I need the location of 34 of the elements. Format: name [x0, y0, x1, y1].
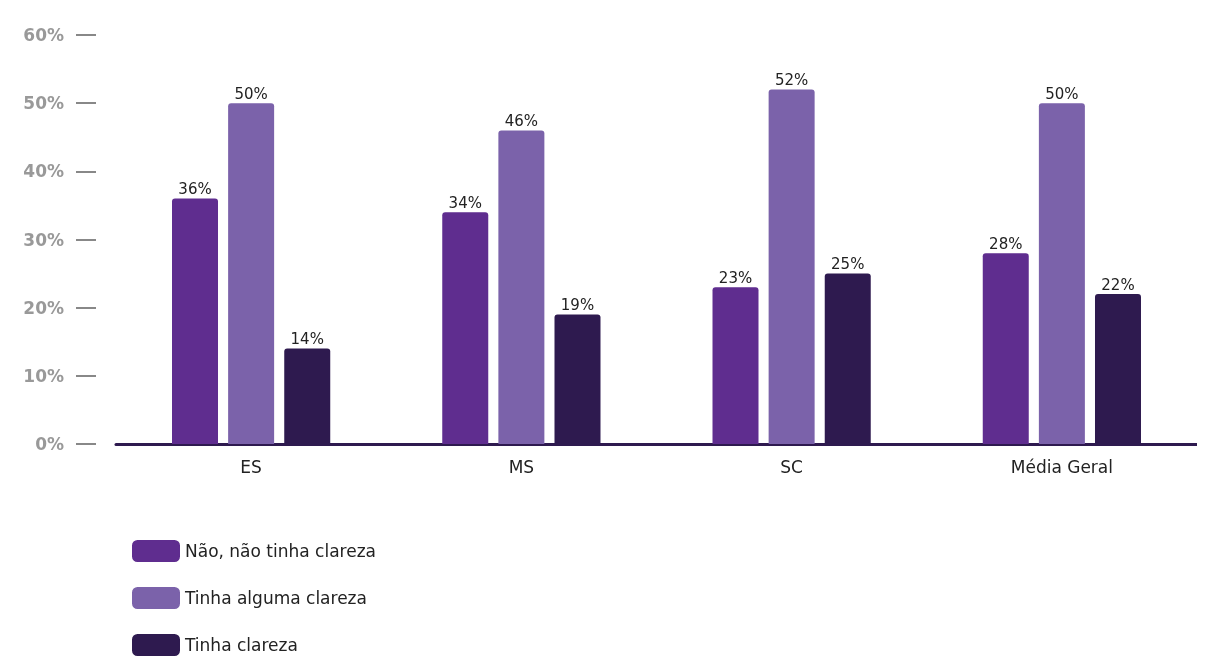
data-label: 46% [504, 111, 539, 130]
bar [172, 198, 219, 444]
legend-label: Tinha alguma clareza [184, 588, 367, 608]
bar [712, 287, 759, 444]
data-label: 19% [560, 295, 595, 314]
y-tick-label: 10% [23, 365, 64, 386]
data-label: 28% [989, 234, 1023, 253]
data-label: 22% [1101, 275, 1135, 294]
y-tick-label: 20% [23, 297, 64, 318]
data-label: 23% [718, 268, 753, 287]
data-label: 34% [448, 193, 482, 212]
y-tick-label: 40% [23, 161, 64, 182]
bar [498, 130, 545, 444]
data-label: 50% [1045, 84, 1079, 103]
bar [228, 103, 275, 444]
y-tick-label: 0% [35, 434, 64, 454]
data-label: 50% [234, 84, 268, 103]
bar [442, 212, 489, 444]
bar [768, 89, 815, 444]
bar [982, 253, 1029, 444]
data-label: 52% [774, 71, 809, 90]
y-tick-label: 60% [23, 25, 64, 45]
y-tick-label: 50% [23, 93, 64, 114]
data-label: 25% [831, 255, 865, 274]
bar [1038, 103, 1085, 444]
x-tick-label: ES [240, 456, 262, 477]
legend-label: Tinha clareza [184, 635, 298, 655]
x-tick-label: SC [780, 456, 803, 477]
x-tick-label: Média Geral [1010, 456, 1113, 477]
x-tick-label: MS [508, 456, 535, 477]
data-label: 14% [290, 330, 324, 349]
legend-label: Não, não tinha clareza [185, 541, 377, 561]
data-label: 36% [178, 180, 212, 199]
y-tick-label: 30% [23, 229, 64, 250]
